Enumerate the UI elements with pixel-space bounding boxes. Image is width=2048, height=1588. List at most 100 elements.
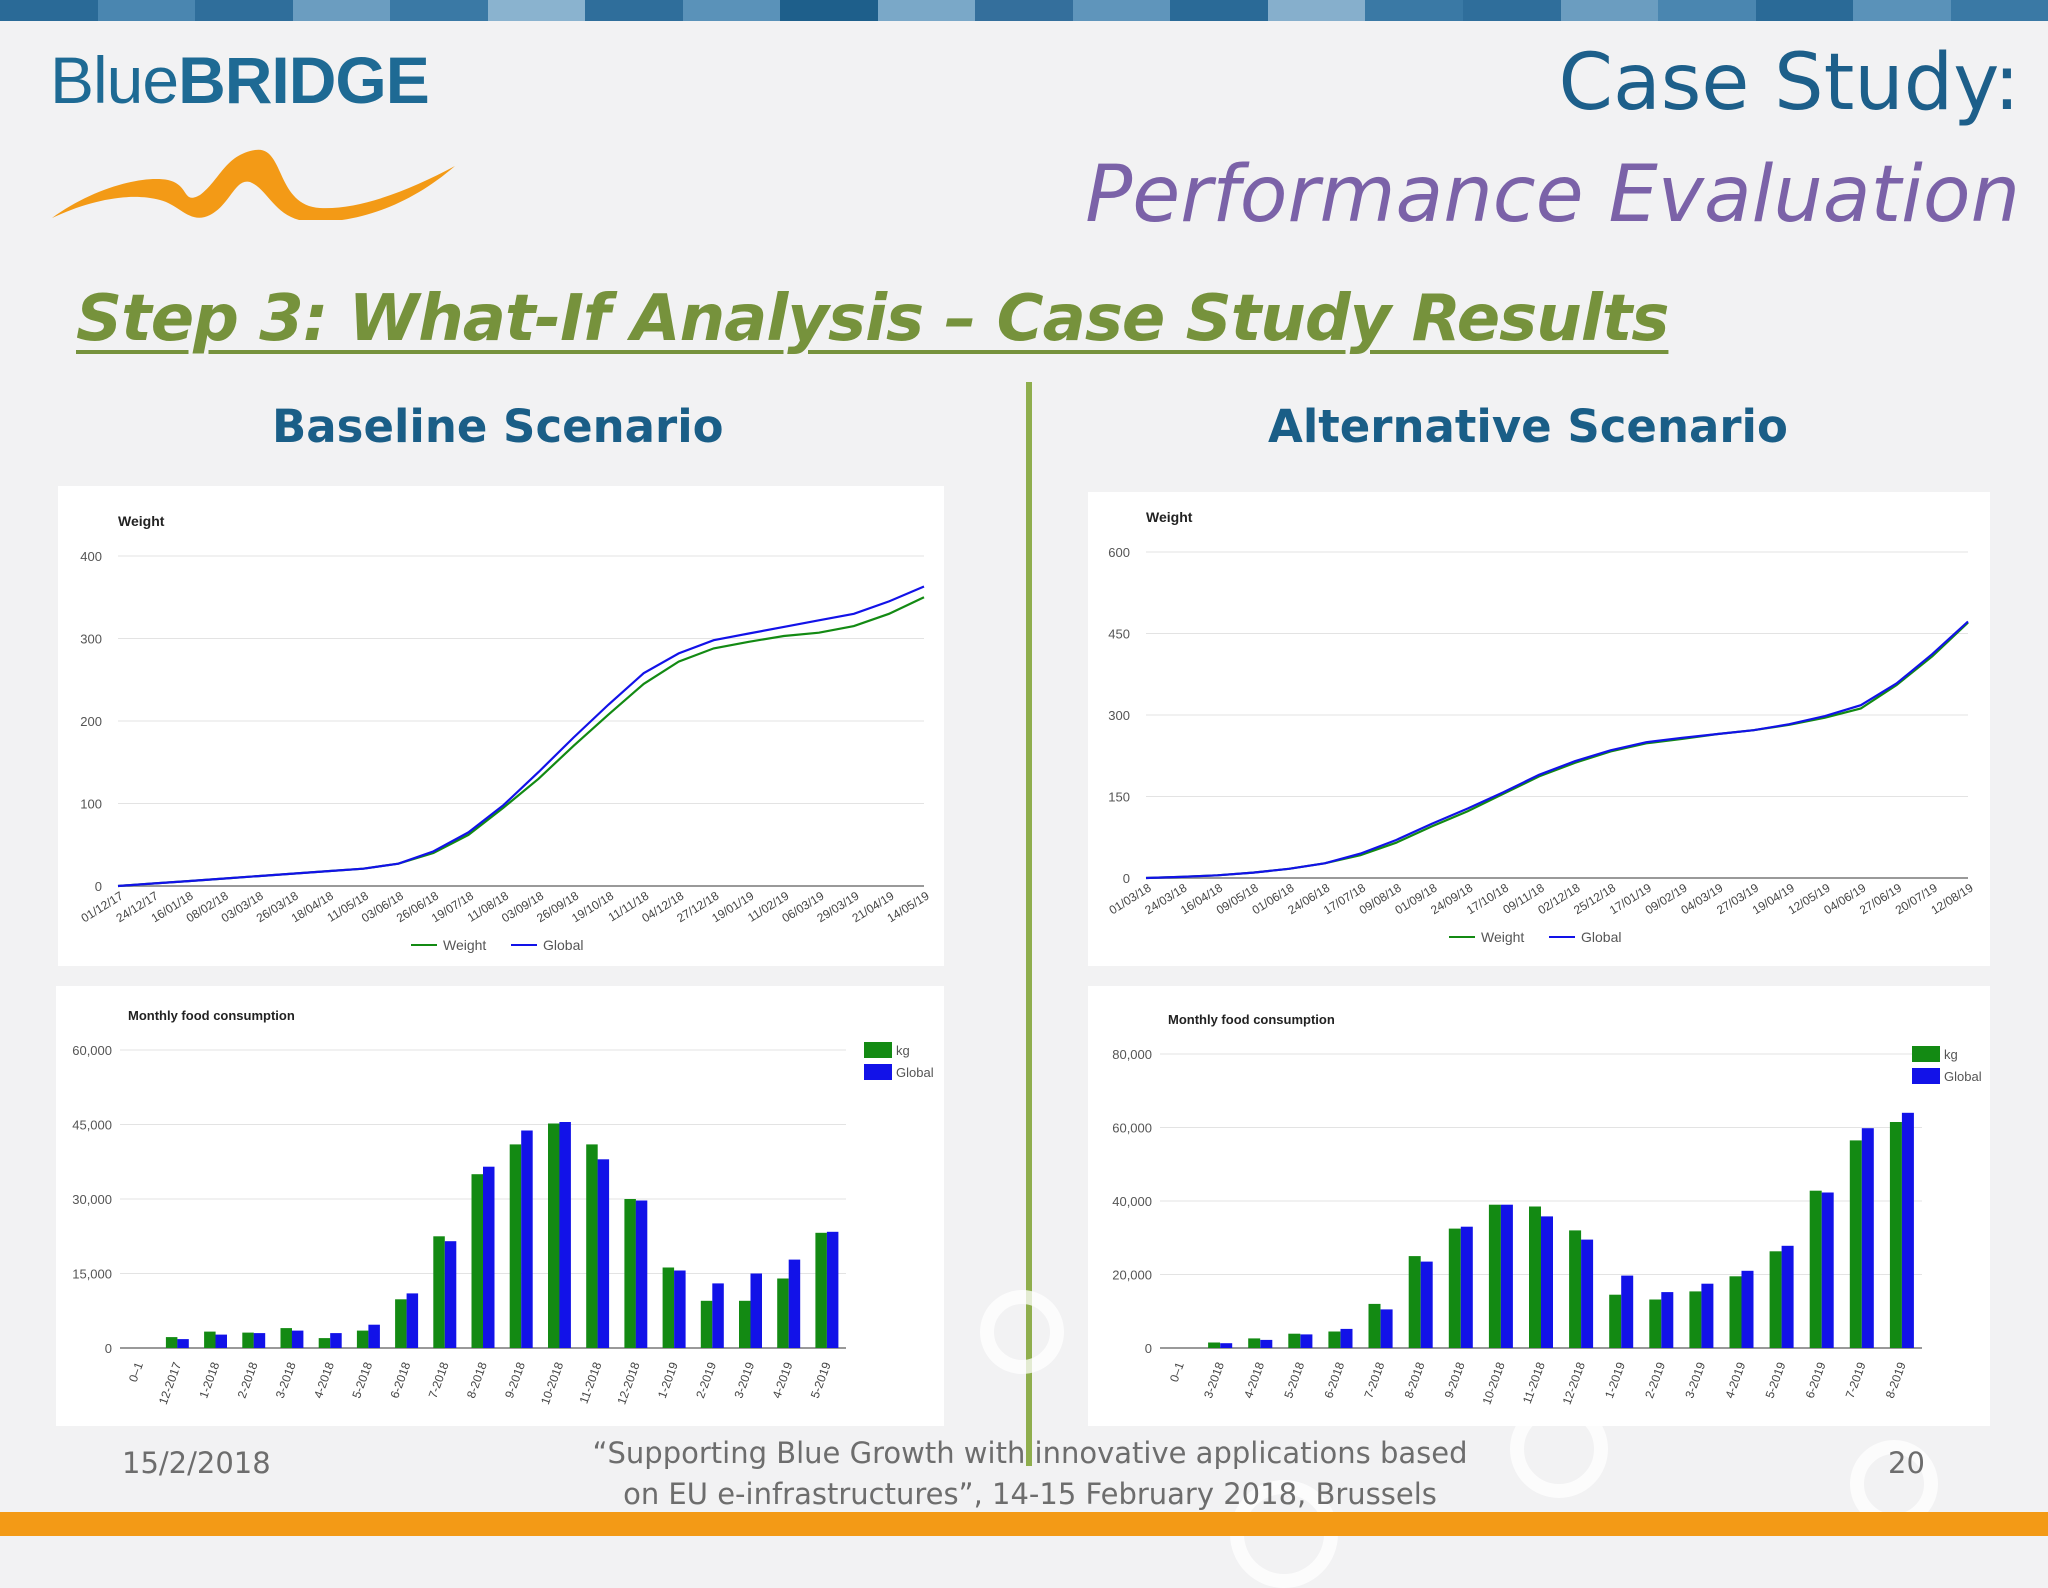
bar-global — [444, 1241, 457, 1348]
legend-swatch-global — [864, 1064, 892, 1080]
bar-kg — [1248, 1338, 1261, 1348]
bar-kg — [471, 1174, 483, 1348]
bar-kg — [242, 1332, 254, 1348]
bottom-decorative-band — [0, 1512, 2048, 1536]
bar-global — [215, 1334, 227, 1348]
bar-kg — [548, 1123, 560, 1348]
bar-global — [1581, 1239, 1594, 1348]
legend-swatch-kg — [1912, 1046, 1940, 1062]
bar-kg — [433, 1236, 445, 1349]
bar-global — [559, 1122, 571, 1348]
bar-global — [1661, 1292, 1674, 1348]
x-tick-label: 6-2018 — [1321, 1360, 1347, 1400]
bar-global — [1340, 1328, 1353, 1348]
x-tick-label: 1-2019 — [655, 1360, 681, 1400]
x-tick-label: 1-2019 — [1602, 1360, 1628, 1400]
y-tick-label: 0 — [95, 879, 102, 894]
bar-global — [521, 1130, 533, 1348]
bar-global — [597, 1159, 610, 1348]
bar-kg — [586, 1144, 598, 1348]
legend-label-weight: Weight — [443, 937, 486, 953]
x-tick-label: 1-2018 — [196, 1360, 222, 1400]
bar-kg — [1208, 1342, 1221, 1348]
bar-global — [1541, 1216, 1553, 1348]
x-tick-label: 10-2018 — [538, 1360, 566, 1406]
bar-kg — [624, 1199, 636, 1348]
food-bar-chart-svg: Monthly food consumption 0 20,000 40,000 60,… — [1112, 1012, 1981, 1406]
chart-title: Weight — [118, 513, 165, 529]
bar-global — [1741, 1270, 1754, 1348]
footer-date: 15/2/2018 — [122, 1446, 271, 1480]
x-tick-label: 3-2018 — [1201, 1360, 1227, 1400]
x-tick-label: 4-2018 — [1241, 1360, 1267, 1400]
bar-kg — [356, 1330, 369, 1348]
baseline-weight-chart: Weight 0 100 200 300 400 01/12/17 24/12/17 16/01… — [58, 486, 944, 966]
x-tick-label: 2-2019 — [1642, 1360, 1668, 1400]
step-heading: Step 3: What-If Analysis – Case Study Re… — [76, 282, 1669, 356]
baseline-food-chart: Monthly food consumption 0 15,000 30,000 45,… — [56, 986, 944, 1426]
slide-title: Case Study: — [1558, 38, 2021, 128]
alternative-scenario-heading: Alternative Scenario — [1268, 400, 1788, 453]
y-tick-label: 200 — [80, 714, 102, 729]
y-tick-label: 60,000 — [72, 1043, 112, 1058]
y-tick-label: 15,000 — [72, 1267, 112, 1282]
y-tick-label: 40,000 — [1112, 1194, 1152, 1209]
x-tick-label: 5-2018 — [349, 1360, 375, 1400]
y-tick-label: 30,000 — [72, 1192, 112, 1207]
bar-kg — [777, 1278, 789, 1348]
bar-kg — [1328, 1331, 1341, 1348]
bar-global — [1861, 1128, 1874, 1348]
y-tick-label: 0 — [105, 1341, 112, 1356]
logo-blue-text: Blue — [50, 43, 179, 117]
x-tick-label: 10-2018 — [1479, 1360, 1507, 1406]
y-tick-label: 45,000 — [72, 1118, 112, 1133]
x-tick-label: 11-2018 — [1520, 1360, 1548, 1406]
bar-kg — [1649, 1299, 1662, 1348]
decorative-circle — [980, 1290, 1064, 1374]
bar-global — [635, 1200, 648, 1348]
slide-number: 20 — [1888, 1446, 1925, 1480]
legend-label-kg: kg — [896, 1043, 910, 1058]
y-tick-label: 300 — [80, 632, 102, 647]
y-tick-label: 0 — [1123, 871, 1130, 886]
bar-kg — [662, 1267, 675, 1348]
x-tick-label: 9-2018 — [1442, 1360, 1468, 1400]
chart-title: Monthly food consumption — [128, 1008, 295, 1023]
bar-kg — [1769, 1251, 1782, 1348]
y-tick-label: 450 — [1108, 627, 1130, 642]
baseline-scenario-heading: Baseline Scenario — [272, 400, 724, 453]
legend-swatch-kg — [864, 1042, 892, 1058]
bar-kg — [1849, 1140, 1862, 1348]
x-tick-label: 6-2019 — [1803, 1360, 1829, 1400]
bar-kg — [815, 1232, 827, 1348]
series-line-global — [117, 585, 925, 888]
bar-global — [177, 1339, 189, 1348]
bar-global — [368, 1324, 380, 1348]
footer-caption-line-2: on EU e-infrastructures”, 14-15 February… — [623, 1477, 1437, 1511]
bar-global — [1701, 1283, 1714, 1348]
x-tick-label: 4-2018 — [311, 1360, 337, 1400]
bar-global — [406, 1293, 419, 1348]
top-decorative-band — [0, 0, 2048, 21]
alternative-food-chart: Monthly food consumption 0 20,000 40,000 60,… — [1088, 986, 1990, 1426]
y-tick-label: 150 — [1108, 790, 1130, 805]
series-line-weight — [117, 596, 925, 888]
bar-kg — [1368, 1303, 1381, 1348]
y-tick-label: 600 — [1108, 545, 1130, 560]
bar-global — [1420, 1261, 1433, 1348]
footer-caption: “Supporting Blue Growth with innovative … — [560, 1433, 1500, 1515]
chart-title: Monthly food consumption — [1168, 1012, 1335, 1027]
bar-kg — [739, 1300, 751, 1348]
x-tick-label: 0–1 — [1167, 1360, 1187, 1384]
x-tick-label: 2-2018 — [235, 1360, 261, 1400]
logo-wave-icon — [52, 149, 455, 220]
x-tick-label: 3-2019 — [1682, 1360, 1708, 1400]
x-tick-label: 8-2019 — [1883, 1360, 1909, 1400]
legend-swatch-global — [1912, 1068, 1940, 1084]
bar-global — [483, 1166, 495, 1348]
y-tick-label: 300 — [1108, 708, 1130, 723]
bar-kg — [318, 1338, 331, 1348]
x-tick-label: 8-2018 — [464, 1360, 490, 1400]
weight-line-chart-svg: Weight015030045060001/03/1824/03/1816/04… — [1107, 509, 1976, 945]
bluebridge-logo: BlueBRIDGE — [50, 42, 470, 222]
